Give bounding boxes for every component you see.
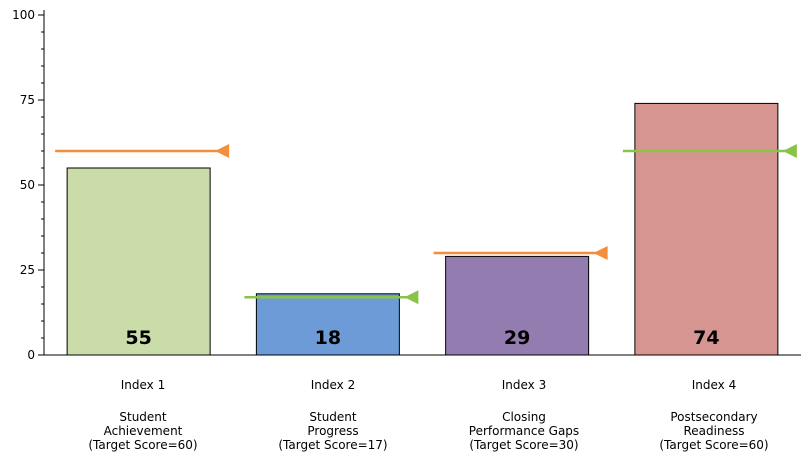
category-name-line: Student (119, 410, 167, 424)
y-tick-label: 50 (20, 178, 35, 192)
category-name-line: Student (309, 410, 357, 424)
target-marker-icon (782, 144, 797, 158)
category-name-line: Postsecondary (670, 410, 758, 424)
category-label-2: Index 2 Student Progress (Target Score=1… (238, 378, 428, 452)
target-marker-icon (593, 246, 608, 260)
bar (255, 293, 400, 356)
category-index-label: Index 2 (310, 378, 356, 392)
category-target-line: (Target Score=60) (659, 438, 769, 452)
category-target-line: (Target Score=17) (278, 438, 388, 452)
bars-layer (66, 102, 779, 356)
y-tick-label: 75 (20, 93, 35, 107)
category-index-label: Index 1 (120, 378, 166, 392)
y-tick-label: 25 (20, 263, 35, 277)
category-name-line: Achievement (103, 424, 183, 438)
bar-value-label: 29 (504, 327, 530, 349)
bar-value-label: 18 (315, 327, 341, 349)
target-marker-icon (215, 144, 230, 158)
category-name-line: Readiness (683, 424, 745, 438)
category-index-label: Index 3 (501, 378, 547, 392)
targets-layer (55, 144, 797, 305)
bar (445, 255, 590, 356)
bar-value-label: 55 (125, 327, 151, 349)
category-label-3: Index 3 Closing Performance Gaps (Target… (429, 378, 619, 452)
category-name-line: Closing (502, 410, 546, 424)
target-marker-icon (404, 290, 419, 305)
bar (66, 167, 211, 356)
category-target-line: (Target Score=30) (469, 438, 579, 452)
y-tick-label: 100 (12, 8, 35, 22)
bar (634, 102, 779, 356)
labels-layer: 55 18 29 74 (125, 327, 719, 349)
category-target-line: (Target Score=60) (88, 438, 198, 452)
bar-value-label: 74 (693, 327, 719, 349)
y-tick-label: 0 (27, 348, 35, 362)
category-label-1: Index 1 Student Achievement (Target Scor… (48, 378, 238, 452)
category-name-line: Progress (307, 424, 359, 438)
category-label-4: Index 4 Postsecondary Readiness (Target … (619, 378, 801, 452)
category-name-line: Performance Gaps (468, 424, 580, 438)
category-index-label: Index 4 (691, 378, 737, 392)
